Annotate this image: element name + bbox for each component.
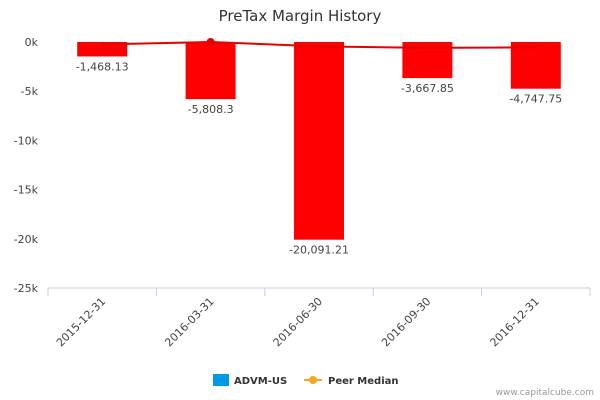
x-axis: 2015-12-31 2016-03-31 2016-06-30 2016-09-30… [47,287,591,349]
bar-series [77,42,561,240]
legend-swatch-advm [213,374,229,386]
legend-marker-peer-median [309,376,317,384]
bar[interactable] [510,42,561,89]
legend-label-peer-median: Peer Median [328,376,399,387]
y-tick-label: 0k [25,36,39,49]
y-tick-label: -10k [14,134,39,147]
x-tick-label: 2015-12-31 [54,295,108,349]
x-tick-label: 2016-06-30 [271,295,325,349]
credit-text: www.capitalcube.com [496,388,594,398]
x-tick-label: 2016-09-30 [379,295,433,349]
peer-median-series [102,38,536,49]
y-tick-label: -25k [14,282,39,295]
peer-median-line [102,40,536,49]
x-tick-label: 2016-03-31 [162,295,216,349]
data-labels: -1,468.13 -5,808.3 -20,091.21 -3,667.85 -4,7… [76,60,563,256]
legend-label-advm: ADVM-US [234,376,287,387]
bar[interactable] [294,42,344,240]
y-axis: 0k -5k -10k -15k -20k -25k [14,36,39,295]
bar[interactable] [185,42,236,100]
peer-median-point[interactable] [206,38,215,46]
chart-title: PreTax Margin History [219,7,382,25]
legend-item-peer-median[interactable]: Peer Median [304,376,399,387]
bar[interactable] [77,42,128,57]
bar-data-label: -3,667.85 [401,82,454,95]
y-tick-label: -15k [14,184,39,197]
legend-item-advm[interactable]: ADVM-US [213,374,287,387]
legend: ADVM-US Peer Median [213,374,399,387]
y-tick-label: -5k [21,85,39,98]
bar-data-label: -4,747.75 [509,93,562,106]
bar-data-label: -5,808.3 [188,103,234,116]
bar-data-label: -20,091.21 [289,244,349,257]
y-tick-label: -20k [14,233,39,246]
bar-data-label: -1,468.13 [76,60,129,73]
x-tick-label: 2016-12-31 [488,295,542,349]
